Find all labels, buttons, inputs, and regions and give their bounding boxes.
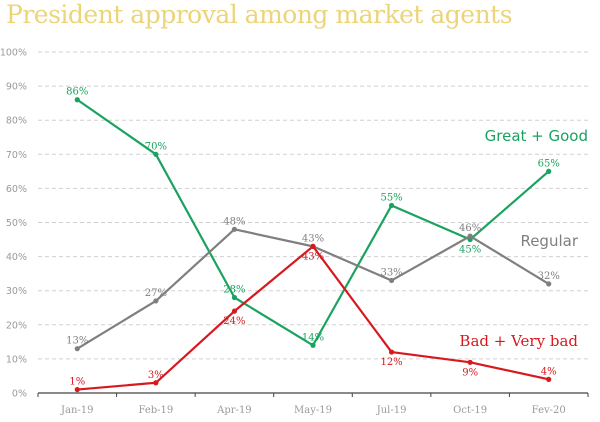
data-label: 13%	[66, 336, 88, 347]
x-tick-label: Jul-19	[376, 405, 407, 416]
x-tick-label: Oct-19	[453, 405, 487, 416]
y-tick-label: 0%	[12, 389, 27, 400]
data-point	[546, 168, 552, 174]
y-tick-label: 70%	[6, 150, 27, 161]
data-label: 45%	[459, 245, 481, 256]
data-point	[546, 281, 552, 287]
y-tick-label: 40%	[6, 252, 27, 263]
data-label: 3%	[148, 370, 164, 381]
data-point	[231, 294, 238, 301]
series-name-label: Great + Good	[485, 127, 588, 145]
data-point	[153, 380, 159, 386]
data-label: 48%	[223, 216, 245, 227]
data-label: 43%	[302, 251, 324, 262]
data-label: 27%	[145, 288, 167, 299]
data-label: 43%	[302, 233, 324, 244]
y-tick-label: 50%	[6, 218, 27, 229]
series-name-label: Regular	[520, 232, 578, 250]
data-label: 4%	[541, 366, 557, 377]
y-axis: 0% 10% 20% 30% 40% 50% 60% 70% 80% 90% 100%	[0, 48, 27, 400]
data-label: 46%	[459, 223, 481, 234]
data-label: 14%	[302, 332, 324, 343]
series-group	[74, 97, 552, 393]
y-tick-label: 100%	[0, 48, 27, 59]
data-point	[546, 376, 552, 382]
y-tick-label: 60%	[6, 184, 27, 195]
data-label: 9%	[462, 367, 478, 378]
data-point	[74, 346, 80, 352]
data-point	[153, 298, 159, 304]
data-label: 86%	[66, 87, 88, 98]
x-tick-label: Fev-20	[532, 405, 566, 416]
data-point	[467, 359, 473, 365]
data-label: 70%	[145, 141, 167, 152]
x-axis: Jan-19 Feb-19 Apr-19 May-19 Jul-19 Oct-19 Fev-…	[37, 392, 589, 416]
gridlines	[38, 51, 588, 360]
data-point	[388, 277, 395, 284]
y-tick-label: 30%	[6, 286, 27, 297]
data-point	[231, 308, 238, 314]
data-label: 55%	[380, 192, 402, 203]
data-point	[388, 349, 395, 355]
data-label: 24%	[223, 316, 245, 327]
data-point	[467, 233, 473, 239]
data-point	[310, 342, 316, 348]
data-label: 1%	[69, 377, 85, 388]
data-label: 28%	[223, 285, 245, 296]
data-label: 12%	[380, 357, 402, 368]
y-tick-label: 90%	[6, 82, 27, 93]
y-tick-label: 10%	[6, 354, 27, 365]
data-labels: 86% 70% 28% 14% 55% 45% 65% 13% 27% 48% 43% 33% 46% 3…	[66, 87, 560, 388]
data-point	[74, 97, 80, 103]
data-label: 32%	[538, 271, 560, 282]
chart-title: President approval among market agents	[6, 0, 513, 29]
data-point	[153, 151, 159, 157]
data-label: 65%	[538, 158, 560, 169]
x-tick-label: May-19	[294, 405, 332, 416]
data-label: 33%	[380, 267, 402, 278]
x-tick-label: Feb-19	[138, 405, 173, 416]
data-point	[388, 202, 395, 209]
series-labels: Great + Good Regular Bad + Very bad	[459, 127, 588, 350]
data-point	[74, 386, 80, 393]
data-point	[310, 243, 316, 249]
y-tick-label: 80%	[6, 116, 27, 127]
x-tick-label: Apr-19	[216, 405, 252, 416]
y-tick-label: 20%	[6, 320, 27, 331]
series-name-label: Bad + Very bad	[459, 332, 578, 350]
x-tick-label: Jan-19	[60, 405, 94, 416]
data-point	[231, 226, 238, 232]
